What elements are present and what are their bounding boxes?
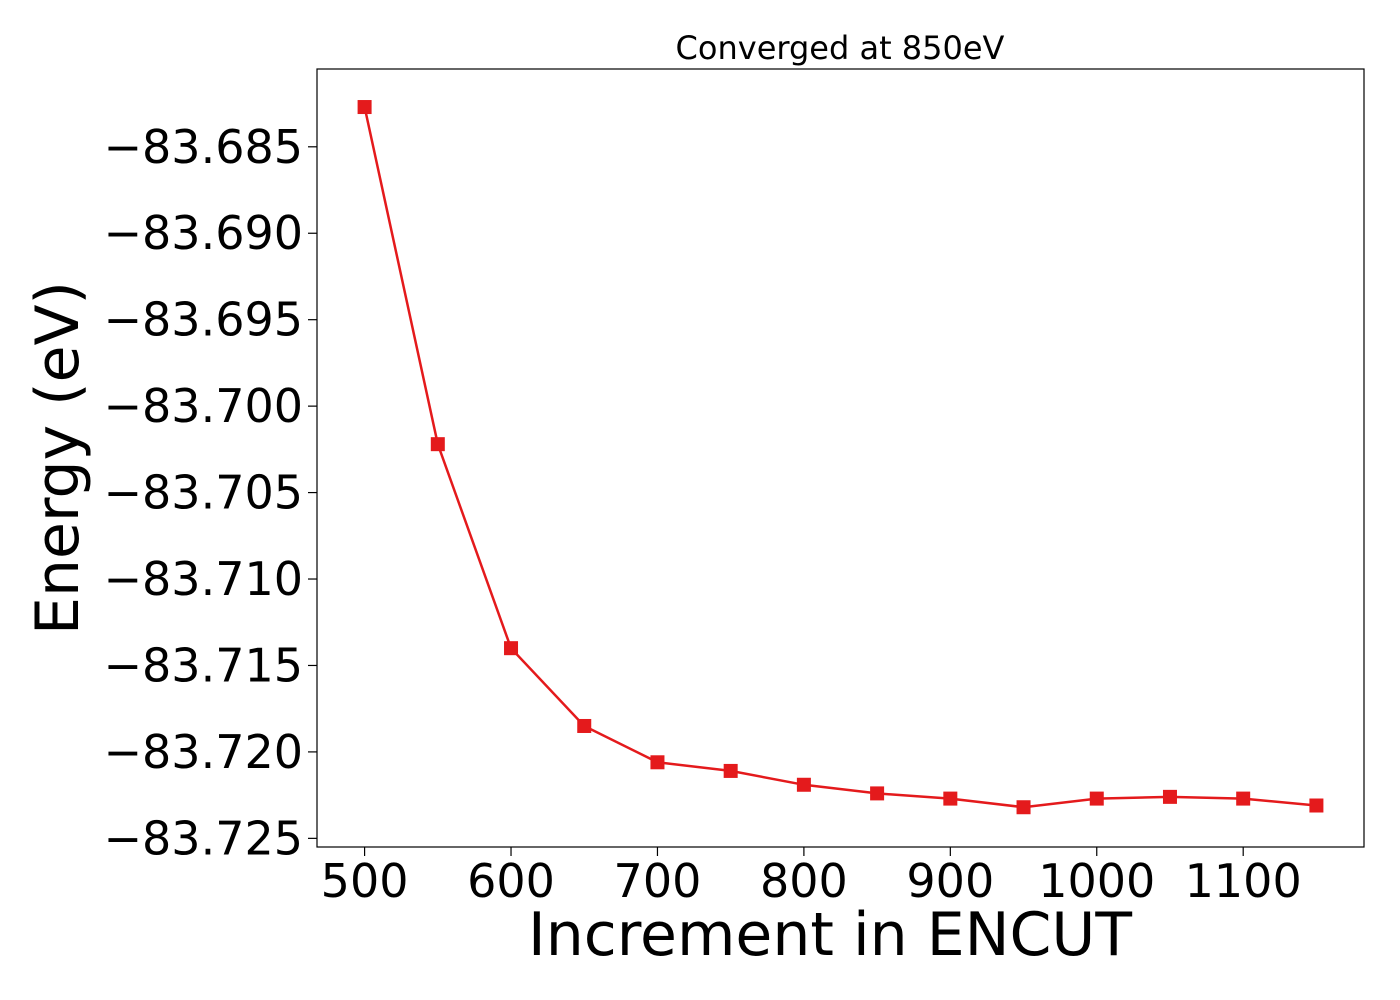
y-tick-label: −83.720 [104, 725, 304, 779]
y-tick-label: −83.705 [104, 466, 304, 520]
plot-area-frame [316, 68, 1365, 848]
data-point-marker [1236, 791, 1251, 806]
y-tick-label: −83.690 [104, 206, 304, 260]
x-tick-label: 500 [321, 854, 409, 908]
y-tick-label: −83.715 [104, 638, 304, 692]
y-tick-label: −83.725 [104, 811, 304, 865]
x-tick-label: 1000 [1038, 854, 1155, 908]
data-point-marker [1309, 798, 1324, 813]
y-tick-label: −83.695 [104, 293, 304, 347]
y-tick-label: −83.700 [104, 379, 304, 433]
y-axis: −83.685 −83.690 −83.695 −83.700 −83.705 −83.7… [104, 120, 317, 865]
chart-title: Converged at 850eV [676, 29, 1005, 67]
data-point-marker [577, 718, 592, 733]
y-tick-label: −83.685 [104, 120, 304, 174]
x-axis: 500 600 700 800 900 1000 1100 [321, 847, 1302, 908]
data-point-marker [1089, 791, 1104, 806]
data-point-marker [430, 437, 445, 452]
data-point-marker [1162, 789, 1177, 804]
data-point-marker [870, 786, 885, 801]
data-point-marker [723, 763, 738, 778]
y-tick-label: −83.710 [104, 552, 304, 606]
data-point-marker [943, 791, 958, 806]
y-axis-label: Energy (eV) [23, 281, 93, 635]
x-tick-label: 800 [760, 854, 848, 908]
x-tick-label: 1100 [1185, 854, 1302, 908]
x-tick-label: 700 [614, 854, 702, 908]
data-point-marker [650, 755, 665, 770]
x-tick-label: 600 [467, 854, 555, 908]
x-axis-label: Increment in ENCUT [528, 900, 1132, 970]
data-point-marker [796, 777, 811, 792]
data-point-marker [357, 100, 372, 115]
x-tick-label: 900 [906, 854, 994, 908]
data-point-marker [504, 641, 519, 656]
series-markers [357, 100, 1324, 815]
data-point-marker [1016, 800, 1031, 815]
series-line [363, 106, 1317, 809]
